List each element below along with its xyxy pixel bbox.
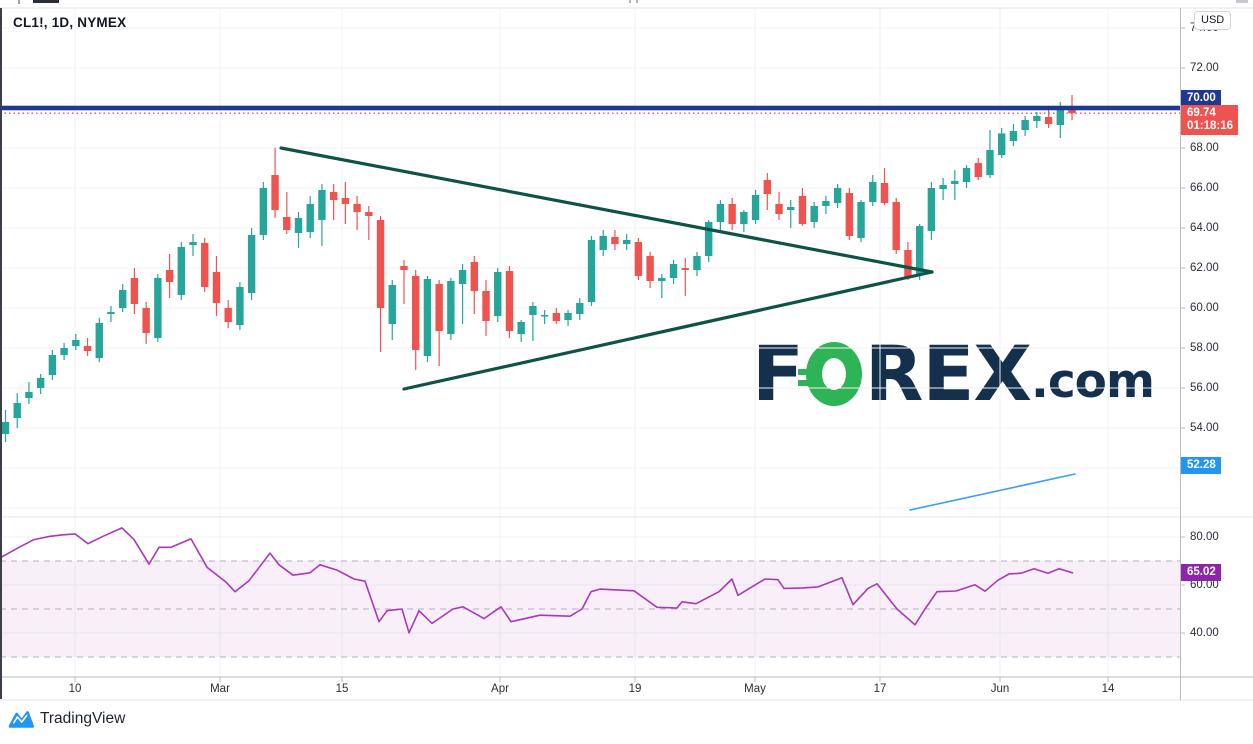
forex-o-icon	[797, 342, 862, 406]
price-tick: 58.00	[1190, 342, 1219, 354]
time-tick: May	[744, 683, 766, 695]
time-tick: Jun	[990, 683, 1010, 695]
forex-o-bar2	[797, 380, 822, 386]
toolbar-fragment-dots-center	[629, 0, 631, 3]
forex-dotcom: .com	[1030, 354, 1155, 409]
bar-countdown: 01:18:16	[1187, 120, 1234, 133]
time-tick: 17	[873, 683, 887, 695]
toolbar-fragment-dots-center2	[636, 0, 638, 3]
toolbar-fragment-dots-right	[1236, 0, 1248, 3]
price-tick: 62.00	[1190, 262, 1219, 274]
rsi-axis-tick: 60.00	[1190, 579, 1219, 591]
current-price-value: 69.74	[1187, 107, 1216, 120]
time-tick: 10	[68, 683, 82, 695]
price-axis-scale[interactable]: 74.0072.0068.0066.0064.0062.0060.0058.00…	[1181, 8, 1253, 700]
price-tick: 60.00	[1190, 302, 1219, 314]
symbol-title[interactable]: CL1!, 1D, NYMEX	[13, 15, 127, 30]
top-toolbar-strip	[0, 0, 1253, 7]
time-tick: Mar	[210, 683, 230, 695]
time-tick: Apr	[491, 683, 509, 695]
rsi-axis-tick: 40.00	[1190, 627, 1219, 639]
price-tick: 54.00	[1190, 422, 1219, 434]
time-axis-scale[interactable]: 10 Mar 15 Apr 19 May 17 Jun 14	[0, 677, 1180, 700]
toolbar-fragment-bar	[33, 0, 59, 3]
price-tick: 68.00	[1190, 142, 1219, 154]
main-price-pane[interactable]	[0, 8, 1180, 517]
tradingview-logo-icon	[8, 710, 34, 728]
toolbar-fragment-icon	[18, 0, 20, 4]
current-price-label: 69.74 01:18:16	[1181, 105, 1239, 136]
horizontal-line-price-label: 70.00	[1181, 90, 1221, 107]
time-tick: 14	[1101, 683, 1115, 695]
price-tick: 66.00	[1190, 182, 1219, 194]
rsi-pane[interactable]	[0, 517, 1180, 677]
currency-usd-button[interactable]: USD	[1194, 11, 1232, 30]
tradingview-logo[interactable]: TradingView	[8, 710, 125, 728]
time-tick: 15	[335, 683, 349, 695]
time-tick: 19	[628, 683, 642, 695]
forex-o-ring	[805, 342, 862, 406]
rsi-value-label: 65.02	[1181, 563, 1221, 581]
price-tick: 56.00	[1190, 382, 1219, 394]
price-tick: 64.00	[1190, 222, 1219, 234]
tradingview-logo-text: TradingView	[40, 710, 126, 727]
forex-o-bar1	[797, 369, 822, 375]
blue-trendline-price-label: 52.28	[1181, 457, 1221, 475]
rsi-axis-tick: 80.00	[1190, 531, 1219, 543]
price-tick: 72.00	[1190, 62, 1219, 74]
